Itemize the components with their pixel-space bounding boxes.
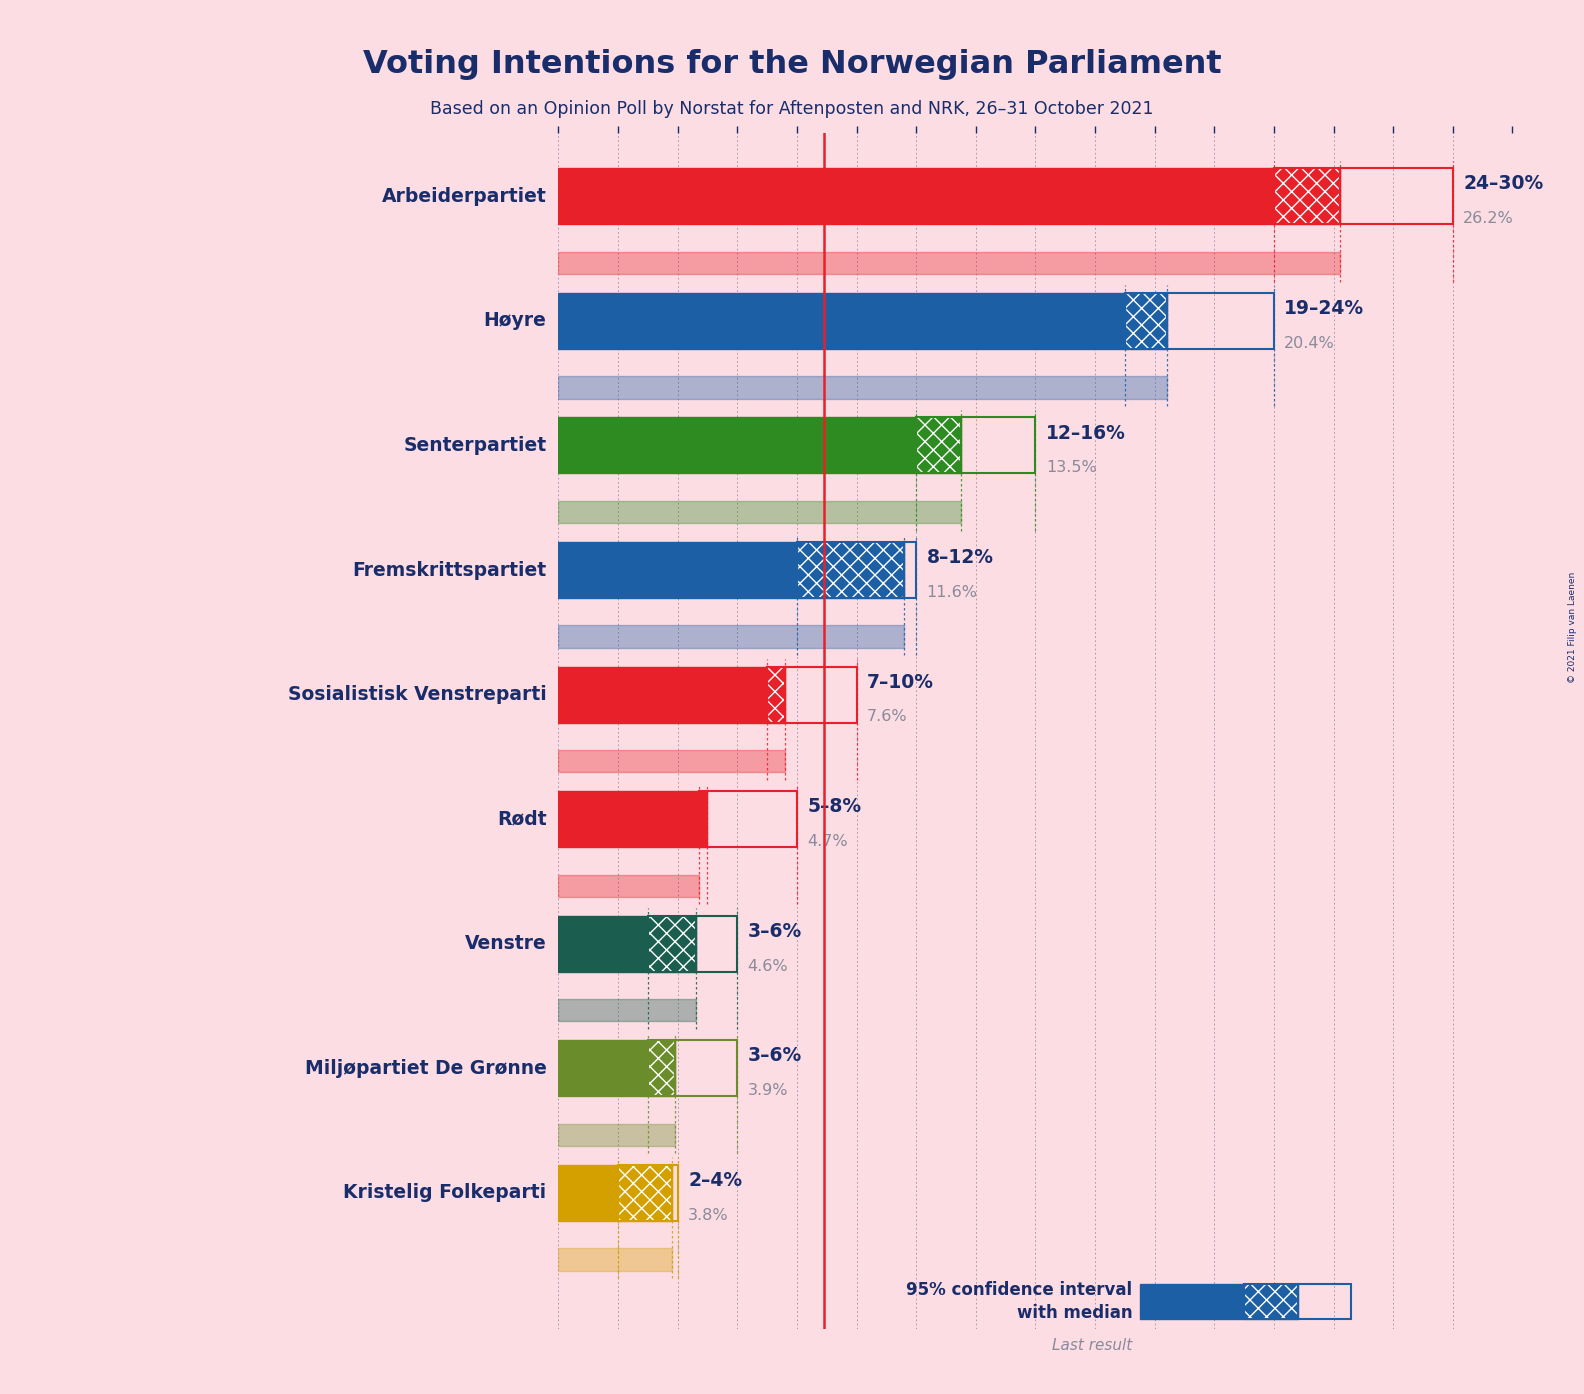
Bar: [559, 626, 904, 648]
Bar: [797, 542, 904, 598]
Bar: [1125, 293, 1166, 348]
Bar: [559, 750, 786, 772]
Text: 4.7%: 4.7%: [808, 834, 847, 849]
Bar: [559, 916, 648, 972]
Bar: [559, 1248, 672, 1270]
Bar: [559, 999, 695, 1022]
Bar: [559, 293, 1125, 348]
Bar: [559, 542, 797, 598]
Bar: [695, 916, 737, 972]
Bar: [1243, 1284, 1297, 1319]
Text: 11.6%: 11.6%: [927, 585, 977, 599]
Bar: [559, 417, 916, 474]
Bar: [648, 1040, 675, 1096]
Bar: [559, 1124, 675, 1146]
Text: 3–6%: 3–6%: [748, 1047, 802, 1065]
Bar: [797, 542, 904, 598]
Bar: [797, 542, 904, 598]
Bar: [916, 417, 961, 474]
Bar: [767, 666, 786, 722]
Text: Kristelig Folkeparti: Kristelig Folkeparti: [344, 1184, 546, 1202]
Bar: [786, 666, 857, 722]
Bar: [1166, 293, 1274, 348]
Bar: [1166, 293, 1274, 348]
Bar: [1274, 169, 1340, 224]
Bar: [767, 666, 786, 722]
Bar: [961, 417, 1036, 474]
Bar: [672, 1165, 678, 1221]
Bar: [559, 666, 767, 722]
Bar: [699, 790, 797, 848]
Text: 12–16%: 12–16%: [1045, 424, 1126, 442]
Text: Last result: Last result: [1052, 1338, 1133, 1352]
Text: © 2021 Filip van Laenen: © 2021 Filip van Laenen: [1568, 572, 1578, 683]
Text: Based on an Opinion Poll by Norstat for Aftenposten and NRK, 26–31 October 2021: Based on an Opinion Poll by Norstat for …: [431, 100, 1153, 118]
Bar: [1125, 293, 1166, 348]
Bar: [961, 417, 1036, 474]
Text: 13.5%: 13.5%: [1045, 460, 1096, 475]
Bar: [1340, 169, 1453, 224]
Bar: [1125, 293, 1166, 348]
Bar: [648, 916, 695, 972]
Bar: [675, 1040, 737, 1096]
Bar: [1243, 1284, 1297, 1319]
Text: 3.8%: 3.8%: [687, 1207, 729, 1223]
Bar: [648, 916, 695, 972]
Text: 7.6%: 7.6%: [866, 710, 908, 725]
Bar: [559, 1165, 618, 1221]
Bar: [648, 1040, 675, 1096]
Text: Fremskrittspartiet: Fremskrittspartiet: [352, 560, 546, 580]
Bar: [1140, 1284, 1243, 1319]
Bar: [695, 916, 737, 972]
Text: 24–30%: 24–30%: [1464, 174, 1543, 194]
Bar: [916, 417, 961, 474]
Bar: [786, 666, 857, 722]
Text: Sosialistisk Venstreparti: Sosialistisk Venstreparti: [288, 684, 546, 704]
Bar: [904, 542, 916, 598]
Bar: [699, 790, 797, 848]
Bar: [618, 1165, 672, 1221]
Text: Senterpartiet: Senterpartiet: [404, 436, 546, 454]
Text: Høyre: Høyre: [483, 311, 546, 330]
Text: Arbeiderpartiet: Arbeiderpartiet: [382, 187, 546, 206]
Bar: [648, 916, 695, 972]
Text: 7–10%: 7–10%: [866, 672, 935, 691]
Bar: [672, 1165, 678, 1221]
Bar: [1297, 1284, 1351, 1319]
Text: 3–6%: 3–6%: [748, 921, 802, 941]
Text: 8–12%: 8–12%: [927, 548, 993, 567]
Bar: [559, 500, 961, 523]
Text: Voting Intentions for the Norwegian Parliament: Voting Intentions for the Norwegian Parl…: [363, 49, 1221, 79]
Text: Venstre: Venstre: [464, 934, 546, 953]
Text: 2–4%: 2–4%: [687, 1171, 743, 1189]
Bar: [559, 169, 1274, 224]
Bar: [675, 1040, 737, 1096]
Bar: [559, 252, 1340, 275]
Text: 5–8%: 5–8%: [808, 797, 862, 815]
Bar: [1140, 1337, 1351, 1354]
Text: 20.4%: 20.4%: [1285, 336, 1335, 351]
Bar: [559, 376, 1166, 399]
Bar: [904, 542, 916, 598]
Bar: [767, 666, 786, 722]
Text: Miljøpartiet De Grønne: Miljøpartiet De Grønne: [304, 1058, 546, 1078]
Bar: [559, 1040, 648, 1096]
Bar: [1340, 169, 1453, 224]
Bar: [1243, 1284, 1297, 1319]
Text: 26.2%: 26.2%: [1464, 212, 1514, 226]
Text: 3.9%: 3.9%: [748, 1083, 789, 1098]
Bar: [1297, 1284, 1351, 1319]
Text: Rødt: Rødt: [497, 810, 546, 828]
Text: 19–24%: 19–24%: [1285, 298, 1364, 318]
Bar: [1274, 169, 1340, 224]
Bar: [1274, 169, 1340, 224]
Bar: [618, 1165, 672, 1221]
Bar: [916, 417, 961, 474]
Text: 4.6%: 4.6%: [748, 959, 789, 973]
Bar: [618, 1165, 672, 1221]
Bar: [559, 874, 699, 896]
Text: 95% confidence interval
with median: 95% confidence interval with median: [906, 1281, 1133, 1323]
Bar: [648, 1040, 675, 1096]
Bar: [559, 790, 708, 848]
